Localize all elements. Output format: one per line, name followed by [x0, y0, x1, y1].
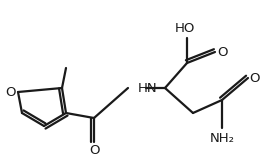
- Text: HN: HN: [138, 82, 158, 94]
- Text: O: O: [217, 46, 227, 58]
- Text: O: O: [90, 145, 100, 158]
- Text: O: O: [250, 72, 260, 85]
- Text: O: O: [6, 85, 16, 98]
- Text: HO: HO: [175, 22, 195, 36]
- Text: NH₂: NH₂: [209, 131, 234, 145]
